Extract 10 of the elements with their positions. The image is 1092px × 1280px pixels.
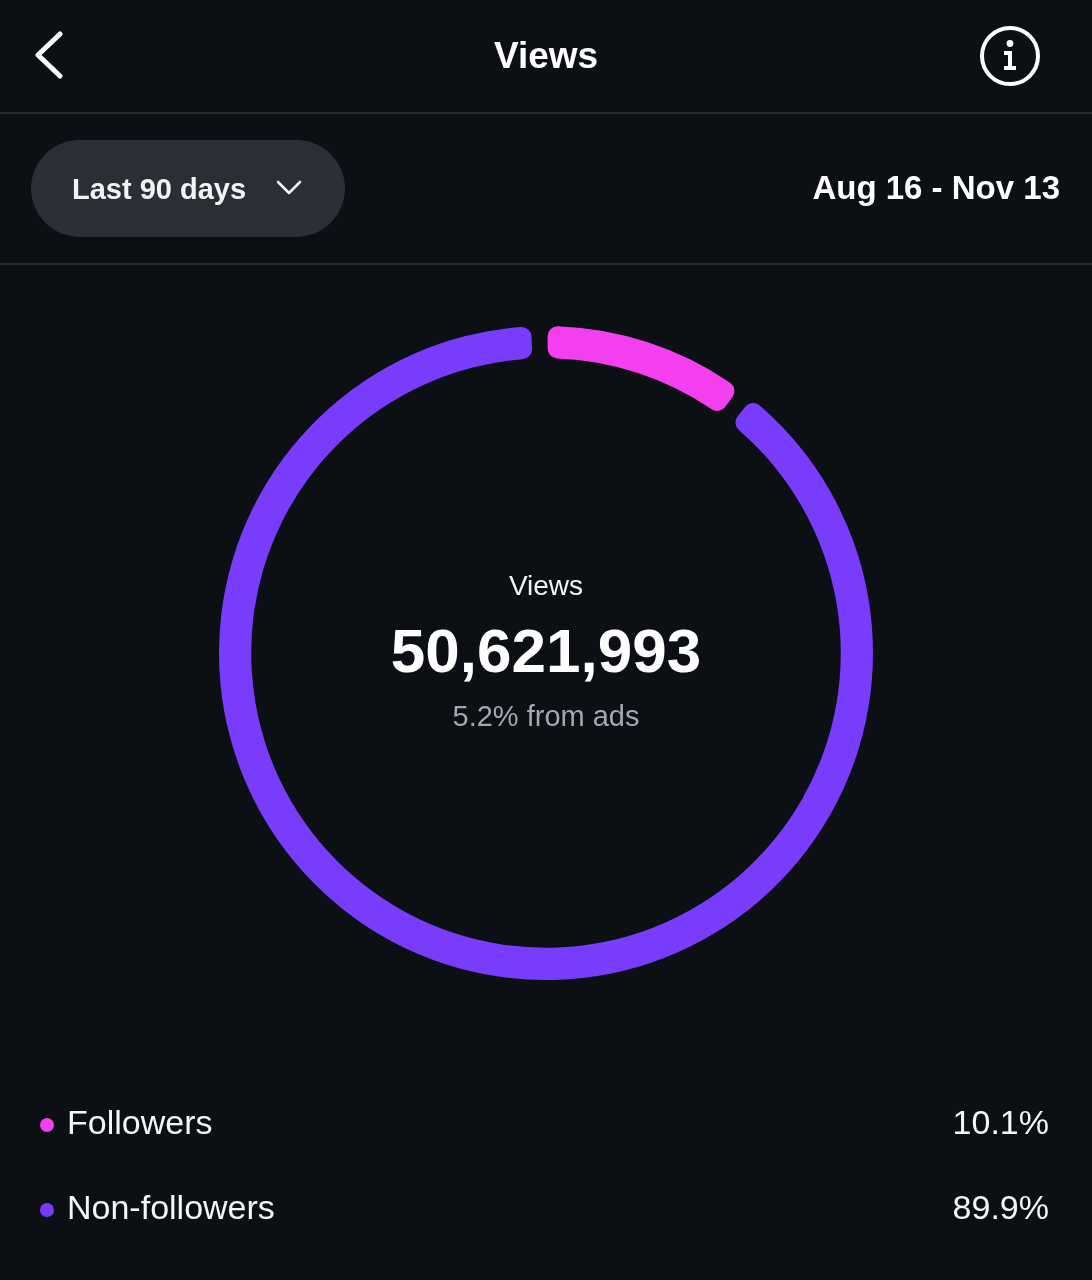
dropdown-button[interactable]: Last 90 days bbox=[31, 140, 345, 237]
text: Views bbox=[508, 569, 584, 601]
text: 5.2% from ads bbox=[452, 700, 640, 732]
data-label: 10.1% bbox=[952, 1103, 1049, 1142]
data-label: 89.9% bbox=[952, 1188, 1049, 1227]
chart-title: Views bbox=[492, 34, 600, 78]
legend-label: Followers bbox=[67, 1103, 213, 1142]
chart-subtitle: Aug 16 - Nov 13 bbox=[812, 168, 1060, 208]
legend-label: Non-followers bbox=[67, 1188, 275, 1227]
text: 50,621,993 bbox=[390, 616, 702, 686]
